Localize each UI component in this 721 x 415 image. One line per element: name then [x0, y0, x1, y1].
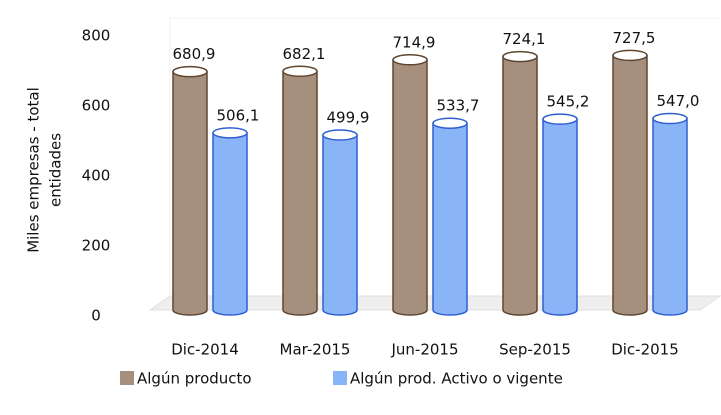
legend-swatch — [120, 371, 134, 385]
cylinder-body — [612, 54, 648, 316]
cylinder — [322, 129, 358, 316]
value-label: 714,9 — [393, 33, 436, 51]
y-tick-label: 0 — [91, 307, 101, 325]
value-label: 533,7 — [437, 97, 480, 115]
x-tick-label: Dic-2014 — [171, 341, 239, 359]
y-axis-label: Miles empresas - total — [25, 87, 43, 253]
cylinder-body — [172, 70, 208, 316]
cylinder-body — [502, 55, 538, 316]
x-tick-label: Jun-2015 — [390, 341, 458, 359]
y-tick-label: 600 — [82, 97, 111, 115]
cylinder — [502, 50, 538, 316]
cylinder — [282, 65, 318, 316]
value-label: 547,0 — [657, 92, 700, 110]
y-tick-label: 800 — [82, 27, 111, 45]
legend-label: Algún prod. Activo o vigente — [350, 370, 563, 388]
value-label: 724,1 — [503, 30, 546, 48]
cylinder-top — [212, 127, 248, 139]
cylinder-body — [282, 70, 318, 316]
cylinder-top — [432, 117, 468, 129]
cylinder-body — [212, 132, 248, 316]
cylinder-body — [322, 134, 358, 316]
y-tick-label: 200 — [82, 237, 111, 255]
cylinder-top — [542, 113, 578, 125]
cylinder-top — [172, 65, 208, 78]
value-label: 499,9 — [327, 109, 370, 127]
cylinder — [172, 65, 208, 316]
cylinder — [212, 127, 248, 316]
cylinder — [432, 117, 468, 316]
value-label: 727,5 — [613, 29, 656, 47]
legend-swatch — [333, 371, 347, 385]
cylinder — [612, 49, 648, 316]
y-axis-label: entidades — [47, 133, 65, 207]
cylinder — [652, 112, 688, 316]
cylinder-body — [542, 118, 578, 316]
cylinder — [392, 54, 428, 316]
value-label: 545,2 — [547, 93, 590, 111]
cylinder-top — [322, 129, 358, 141]
y-tick-label: 400 — [82, 167, 111, 185]
x-tick-label: Mar-2015 — [280, 341, 351, 359]
legend-label: Algún producto — [137, 370, 252, 388]
cylinder-top — [282, 65, 318, 78]
x-tick-label: Sep-2015 — [499, 341, 571, 359]
value-label: 680,9 — [173, 45, 216, 63]
cylinder — [542, 113, 578, 316]
cylinder-top — [392, 54, 428, 66]
cylinder-top — [652, 112, 688, 125]
cylinder-top — [612, 49, 648, 62]
cylinder-body — [652, 117, 688, 316]
value-label: 682,1 — [283, 45, 326, 63]
cylinder-body — [392, 59, 428, 316]
cylinder-top — [502, 50, 538, 63]
cylinder-body — [432, 122, 468, 316]
value-label: 506,1 — [217, 106, 260, 124]
x-tick-label: Dic-2015 — [611, 341, 679, 359]
